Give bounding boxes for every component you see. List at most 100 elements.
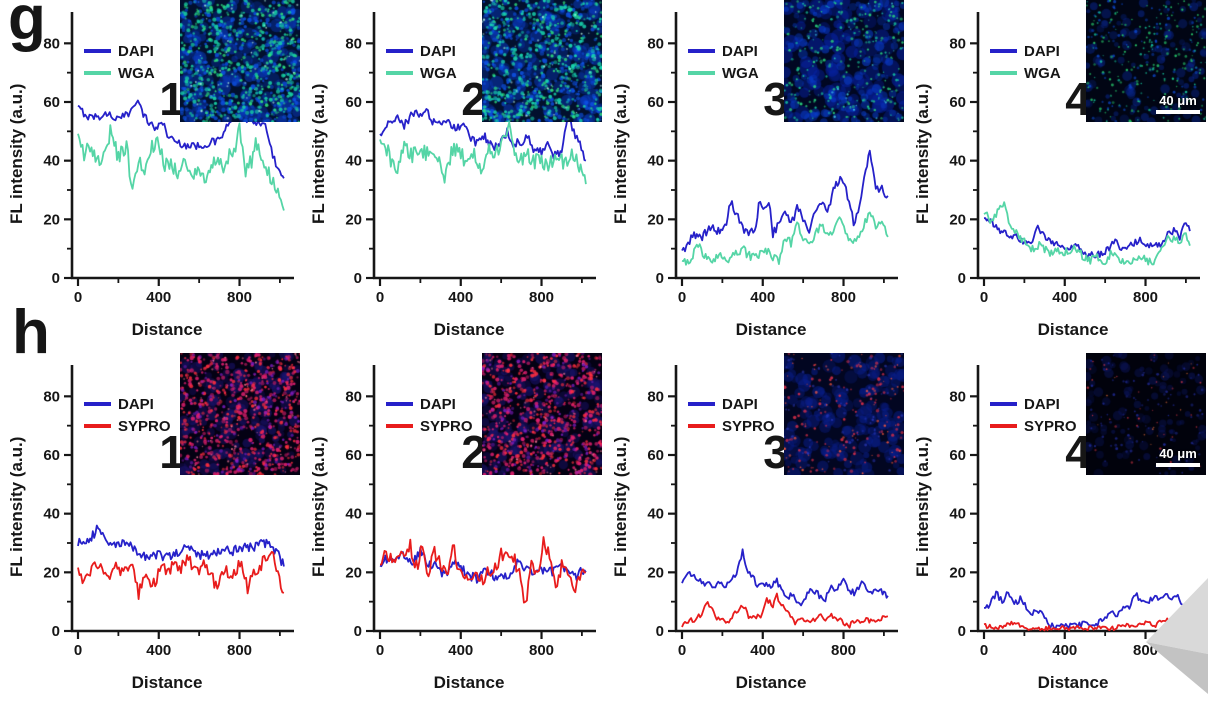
svg-text:40: 40 xyxy=(949,506,966,523)
svg-text:80: 80 xyxy=(647,388,664,405)
svg-text:80: 80 xyxy=(43,388,60,405)
legend: DAPI WGA xyxy=(84,40,155,84)
row-label-g: g xyxy=(8,0,46,53)
legend-swatch xyxy=(688,402,715,406)
legend: DAPI SYPRO xyxy=(688,393,775,437)
micrograph-canvas xyxy=(784,0,904,122)
watermark-shape xyxy=(1146,578,1208,694)
legend-swatch xyxy=(84,71,111,75)
legend-entry: DAPI xyxy=(84,393,171,415)
legend-entry: DAPI xyxy=(386,393,473,415)
inset-micrograph xyxy=(784,0,904,122)
panel-g-1: FL intensity (a.u.) 0 20 40 60 80 0 400 800 DAP… xyxy=(0,0,302,353)
panel-h-3: FL intensity (a.u.) 0 20 40 60 80 0 400 800 DAP… xyxy=(604,353,906,706)
svg-text:20: 20 xyxy=(949,564,966,581)
svg-text:800: 800 xyxy=(831,642,856,659)
svg-text:400: 400 xyxy=(448,289,473,306)
legend: DAPI SYPRO xyxy=(84,393,171,437)
y-axis-title: FL intensity (a.u.) xyxy=(7,436,26,578)
legend-swatch xyxy=(386,49,413,53)
svg-text:0: 0 xyxy=(52,623,60,640)
svg-text:0: 0 xyxy=(958,623,966,640)
legend-entry: DAPI xyxy=(688,40,759,62)
scale-bar: 40 μm xyxy=(1156,447,1200,467)
legend-label: DAPI xyxy=(118,395,154,413)
svg-text:80: 80 xyxy=(949,35,966,52)
legend-swatch xyxy=(990,49,1017,53)
svg-text:80: 80 xyxy=(949,388,966,405)
legend-entry: SYPRO xyxy=(84,415,171,437)
micrograph-canvas xyxy=(482,0,602,122)
legend-label: WGA xyxy=(722,64,759,82)
svg-text:40: 40 xyxy=(345,153,362,170)
svg-text:20: 20 xyxy=(647,211,664,228)
svg-text:0: 0 xyxy=(74,289,82,306)
legend-entry: SYPRO xyxy=(688,415,775,437)
svg-text:800: 800 xyxy=(227,289,252,306)
inset-micrograph: 40 μm xyxy=(1086,0,1206,122)
legend-swatch xyxy=(688,424,715,428)
legend-swatch xyxy=(84,402,111,406)
legend-swatch xyxy=(386,424,413,428)
svg-text:60: 60 xyxy=(345,447,362,464)
svg-text:400: 400 xyxy=(146,289,171,306)
x-axis-title: Distance xyxy=(433,673,505,692)
legend-swatch xyxy=(84,424,111,428)
svg-text:0: 0 xyxy=(354,623,362,640)
legend-label: DAPI xyxy=(722,42,758,60)
legend-swatch xyxy=(688,71,715,75)
svg-text:0: 0 xyxy=(376,289,384,306)
inset-micrograph xyxy=(482,0,602,122)
legend-label: WGA xyxy=(420,64,457,82)
micrograph-canvas xyxy=(180,353,300,475)
svg-text:20: 20 xyxy=(647,564,664,581)
legend-entry: DAPI xyxy=(990,393,1077,415)
inset-micrograph xyxy=(784,353,904,475)
scale-bar-label: 40 μm xyxy=(1159,446,1197,461)
svg-text:0: 0 xyxy=(958,270,966,287)
svg-text:60: 60 xyxy=(43,447,60,464)
legend: DAPI SYPRO xyxy=(386,393,473,437)
legend-entry: SYPRO xyxy=(990,415,1077,437)
svg-text:20: 20 xyxy=(345,211,362,228)
legend-label: DAPI xyxy=(722,395,758,413)
legend-swatch xyxy=(688,49,715,53)
scale-bar: 40 μm xyxy=(1156,94,1200,114)
svg-text:0: 0 xyxy=(74,642,82,659)
x-axis-title: Distance xyxy=(1037,673,1109,692)
legend-label: WGA xyxy=(118,64,155,82)
row-label-h: h xyxy=(12,298,50,367)
x-axis-title: Distance xyxy=(433,320,505,339)
legend-label: SYPRO xyxy=(1024,417,1077,435)
legend-label: DAPI xyxy=(420,42,456,60)
legend: DAPI SYPRO xyxy=(990,393,1077,437)
micrograph-canvas xyxy=(1086,0,1206,122)
inset-micrograph xyxy=(180,0,300,122)
legend-swatch xyxy=(990,71,1017,75)
svg-text:40: 40 xyxy=(345,506,362,523)
panel-h-2: FL intensity (a.u.) 0 20 40 60 80 0 400 800 DAP… xyxy=(302,353,604,706)
legend-entry: DAPI xyxy=(386,40,457,62)
legend-entry: WGA xyxy=(84,62,155,84)
svg-text:800: 800 xyxy=(831,289,856,306)
svg-text:800: 800 xyxy=(1133,289,1158,306)
legend: DAPI WGA xyxy=(688,40,759,84)
svg-text:60: 60 xyxy=(949,94,966,111)
svg-text:20: 20 xyxy=(43,211,60,228)
svg-text:400: 400 xyxy=(1052,289,1077,306)
svg-text:80: 80 xyxy=(345,35,362,52)
y-axis-title: FL intensity (a.u.) xyxy=(309,83,328,225)
y-axis-title: FL intensity (a.u.) xyxy=(913,436,932,578)
x-axis-title: Distance xyxy=(735,320,807,339)
svg-text:0: 0 xyxy=(354,270,362,287)
legend-label: DAPI xyxy=(1024,395,1060,413)
svg-text:80: 80 xyxy=(345,388,362,405)
legend-entry: SYPRO xyxy=(386,415,473,437)
svg-text:40: 40 xyxy=(647,153,664,170)
legend-entry: DAPI xyxy=(688,393,775,415)
legend-label: SYPRO xyxy=(420,417,473,435)
